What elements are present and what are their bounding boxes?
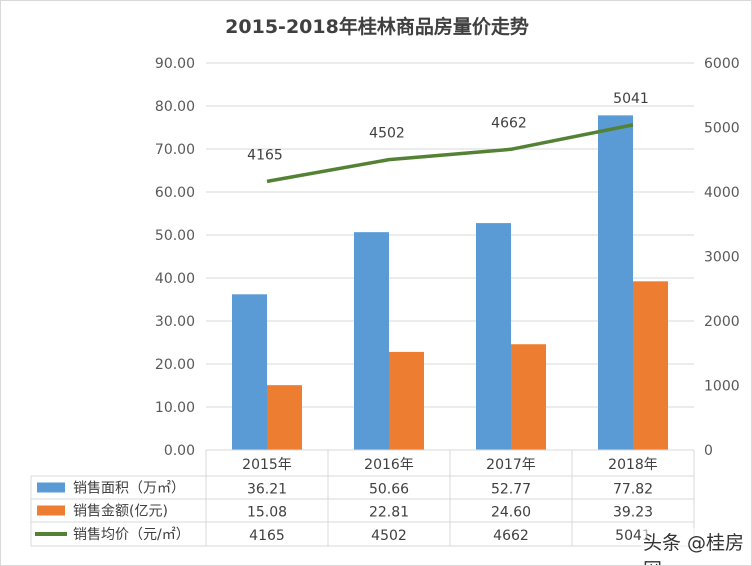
bar-area (598, 115, 633, 451)
y-right-tick-label: 5000 (704, 121, 740, 137)
table-cell: 50.66 (369, 482, 409, 498)
table-cell: 15.08 (247, 505, 287, 521)
table-cell: 36.21 (247, 482, 287, 498)
bar-area (232, 294, 267, 450)
category-label: 2016年 (364, 457, 414, 473)
y-left-tick-label: 90.00 (155, 56, 195, 72)
y-right-tick-label: 3000 (704, 250, 740, 266)
table-cell: 4502 (371, 528, 407, 544)
y-left-tick-label: 70.00 (155, 142, 195, 158)
y-left-tick-label: 60.00 (155, 185, 195, 201)
table-cell: 52.77 (491, 482, 531, 498)
category-label: 2018年 (608, 457, 658, 473)
y-left-tick-label: 40.00 (155, 271, 195, 287)
y-left-tick-label: 30.00 (155, 314, 195, 330)
y-left-tick-label: 10.00 (155, 400, 195, 416)
line-data-label: 5041 (613, 91, 649, 107)
table-cell: 39.23 (613, 505, 653, 521)
bar-amount (267, 385, 302, 450)
line-avg-price (266, 123, 634, 184)
legend-label: 销售均价（元/㎡） (73, 527, 190, 543)
y-right-tick-label: 1000 (704, 379, 740, 395)
table-cell: 22.81 (369, 505, 409, 521)
bar-area (476, 223, 511, 450)
legend-label: 销售金额(亿元) (73, 504, 168, 520)
y-left-tick-label: 80.00 (155, 99, 195, 115)
table-cell: 4165 (249, 528, 285, 544)
table-cell: 77.82 (613, 482, 653, 498)
table-cell: 24.60 (491, 505, 531, 521)
chart-title: 2015-2018年桂林商品房量价走势 (225, 15, 529, 38)
bar-area (354, 232, 389, 450)
y-right-tick-label: 0 (704, 443, 713, 459)
line-data-label: 4165 (247, 147, 283, 163)
y-left-tick-label: 0.00 (164, 443, 195, 459)
y-right-tick-label: 4000 (704, 185, 740, 201)
line-data-label: 4502 (369, 126, 405, 142)
table-cell: 4662 (493, 528, 529, 544)
legend-label: 销售面积（万㎡） (73, 481, 185, 497)
y-left-tick-label: 20.00 (155, 357, 195, 373)
legend-key (37, 482, 65, 493)
bar-amount (511, 344, 546, 450)
legend-key (37, 505, 65, 516)
bar-amount (389, 351, 424, 450)
line-data-label: 4662 (491, 115, 527, 131)
y-right-tick-label: 2000 (704, 314, 740, 330)
y-right-tick-label: 6000 (704, 56, 740, 72)
y-left-tick-label: 50.00 (155, 228, 195, 244)
category-label: 2015年 (242, 457, 292, 473)
bar-amount (633, 281, 668, 450)
watermark: 头条 @桂房网 (641, 528, 751, 565)
category-label: 2017年 (486, 457, 536, 473)
